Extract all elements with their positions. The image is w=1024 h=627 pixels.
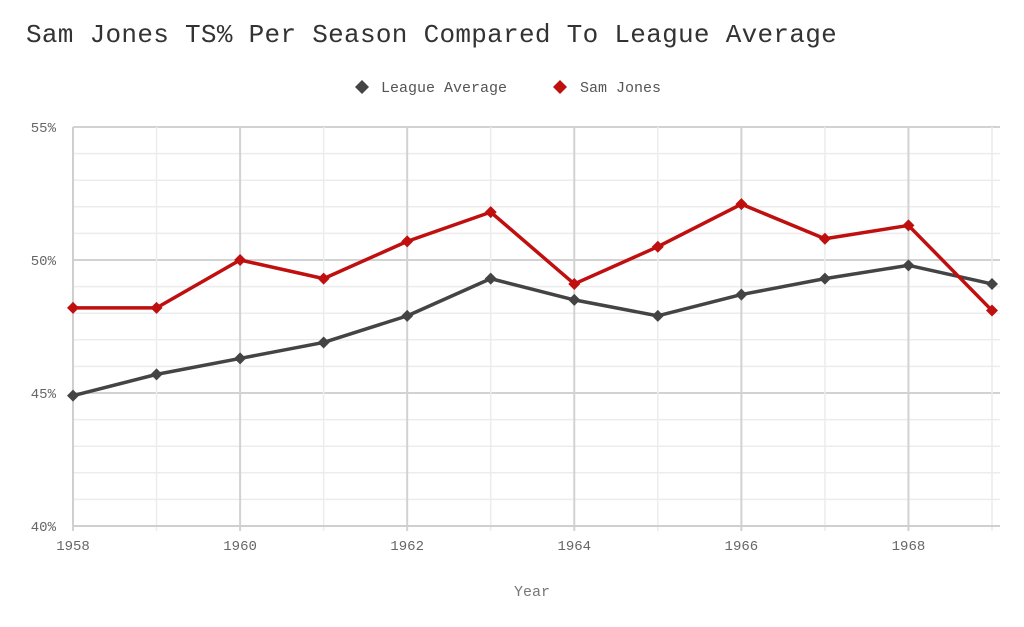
axes: 40% 45% 50% 55% 1958 1960 1962 1964 1966 1968 <box>31 121 1000 555</box>
data-point-league-average[interactable] <box>735 288 748 301</box>
x-axis-title: Year <box>514 584 550 601</box>
data-point-sam-jones[interactable] <box>568 277 581 290</box>
legend: League Average Sam Jones <box>355 80 661 97</box>
y-tick-label: 50% <box>31 254 57 270</box>
series <box>67 198 998 402</box>
data-point-sam-jones[interactable] <box>902 219 915 232</box>
data-point-league-average[interactable] <box>484 272 497 285</box>
data-point-sam-jones[interactable] <box>317 272 330 285</box>
data-point-sam-jones[interactable] <box>484 206 497 219</box>
grid <box>72 126 1000 531</box>
y-tick-label: 55% <box>31 121 57 137</box>
y-tick-label: 45% <box>31 387 57 403</box>
data-point-sam-jones[interactable] <box>735 198 748 211</box>
data-point-sam-jones[interactable] <box>986 304 998 317</box>
data-point-sam-jones[interactable] <box>401 235 414 248</box>
x-tick-label: 1958 <box>56 539 90 555</box>
data-point-league-average[interactable] <box>902 259 915 272</box>
data-point-league-average[interactable] <box>651 309 664 322</box>
x-tick-label: 1966 <box>725 539 759 555</box>
legend-label[interactable]: League Average <box>381 80 507 97</box>
series-line-sam-jones <box>71 202 994 313</box>
chart-title: Sam Jones TS% Per Season Compared To Lea… <box>26 20 838 50</box>
legend-marker-icon[interactable] <box>355 80 369 94</box>
legend-marker-icon[interactable] <box>553 80 567 94</box>
data-point-sam-jones[interactable] <box>150 301 163 314</box>
x-tick-label: 1962 <box>390 539 424 555</box>
data-point-league-average[interactable] <box>234 352 247 365</box>
data-point-league-average[interactable] <box>568 293 581 306</box>
series-line-league-average <box>71 263 994 398</box>
data-point-league-average[interactable] <box>818 272 831 285</box>
y-tick-label: 40% <box>31 520 57 536</box>
data-point-league-average[interactable] <box>986 277 998 290</box>
data-point-sam-jones[interactable] <box>67 301 79 314</box>
data-point-sam-jones[interactable] <box>651 240 664 253</box>
data-point-sam-jones[interactable] <box>818 232 831 245</box>
data-point-sam-jones[interactable] <box>234 254 247 266</box>
data-point-league-average[interactable] <box>401 309 414 322</box>
data-point-league-average[interactable] <box>150 368 163 381</box>
data-point-league-average[interactable] <box>67 389 79 402</box>
data-point-league-average[interactable] <box>317 336 330 349</box>
x-tick-label: 1964 <box>557 539 591 555</box>
x-tick-label: 1960 <box>223 539 257 555</box>
x-tick-label: 1968 <box>892 539 926 555</box>
legend-label[interactable]: Sam Jones <box>580 80 661 97</box>
